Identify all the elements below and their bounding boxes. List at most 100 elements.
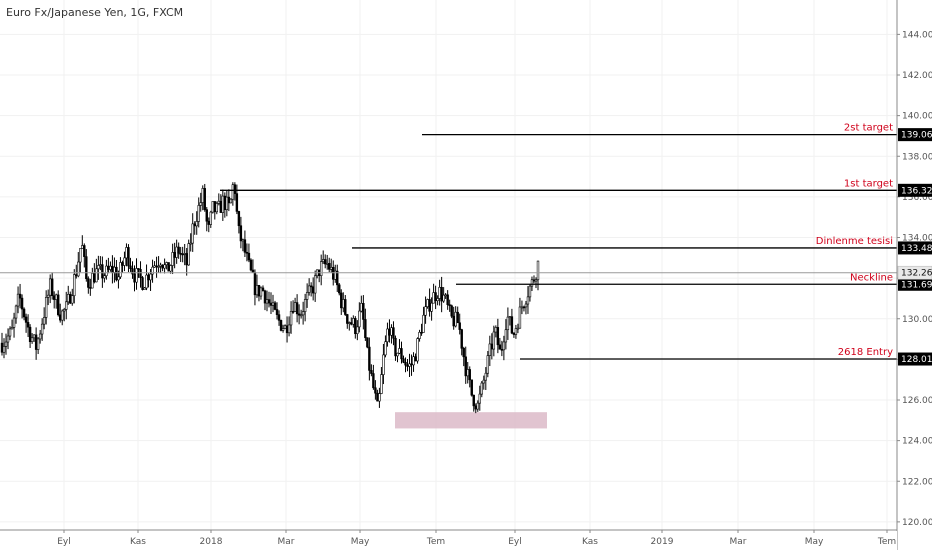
candle-body <box>273 302 277 310</box>
candle-body <box>83 245 86 257</box>
candle-body <box>179 252 182 255</box>
candle-body <box>91 273 94 289</box>
candle-body <box>173 252 176 258</box>
candle-body <box>434 292 437 302</box>
candle-body <box>438 287 441 299</box>
candle-body <box>452 315 455 327</box>
candle-body <box>63 309 66 312</box>
candle-body <box>420 331 423 334</box>
candle-body <box>398 348 401 354</box>
candle-body <box>73 274 76 297</box>
x-tick-label: Tem <box>877 537 896 547</box>
candle-body <box>26 322 30 328</box>
level-label: 2st target <box>844 123 893 134</box>
candle-body <box>468 369 471 381</box>
candle-body <box>340 292 343 309</box>
candle-body <box>328 263 331 270</box>
candle-body <box>71 295 74 304</box>
y-tick-label: 122.000 <box>902 477 932 487</box>
candle-body <box>428 299 431 312</box>
candle-body <box>235 193 239 212</box>
candle-body <box>506 316 510 331</box>
y-tick-label: 136.000 <box>902 193 932 203</box>
candle-body <box>342 299 345 309</box>
candle-body <box>111 265 114 273</box>
candle-body <box>22 308 26 318</box>
candle-body <box>528 285 532 298</box>
candle-body <box>536 260 540 281</box>
candle-body <box>221 195 225 213</box>
candle-body <box>532 279 536 282</box>
candle-body <box>2 346 6 353</box>
candle-body <box>279 320 283 331</box>
candle-body <box>372 373 375 389</box>
candle-body <box>103 275 106 279</box>
candle-body <box>109 265 112 270</box>
candle-body <box>330 267 333 270</box>
level-layer: 2st target 1st target Dinlenme tesisi Neckl… <box>0 123 897 360</box>
candle-body <box>504 329 508 343</box>
candle-body <box>303 299 307 312</box>
candle-body <box>193 223 196 227</box>
candle-body <box>476 402 479 410</box>
candle-body <box>380 374 383 394</box>
candle-body <box>131 268 134 275</box>
candle-body <box>67 294 70 303</box>
candle-body <box>374 387 377 394</box>
candle-body <box>225 196 229 210</box>
price-tag: 131.698 <box>901 280 932 290</box>
y-tick-label: 120.000 <box>902 518 932 528</box>
current-price-tag: 132.265 <box>901 269 932 279</box>
candle-body <box>191 223 194 244</box>
candle-body <box>105 265 108 277</box>
candle-body <box>44 297 48 318</box>
candle-body <box>524 303 528 308</box>
candle-body <box>229 198 233 204</box>
candle-body <box>500 349 504 351</box>
candle-body <box>139 269 142 278</box>
candle-body <box>171 252 174 266</box>
candle-body <box>496 327 500 346</box>
candle-body <box>197 205 200 222</box>
candle-body <box>16 293 20 307</box>
candle-body <box>309 285 313 288</box>
candle-body <box>195 221 198 227</box>
candle-body <box>456 311 459 324</box>
candle-body <box>311 286 315 294</box>
candle-body <box>346 314 349 324</box>
candle-body <box>530 279 534 287</box>
candle-body <box>145 274 148 289</box>
x-tick-label: Kas <box>582 537 598 547</box>
candle-body <box>376 392 379 402</box>
candle-body <box>364 319 367 339</box>
candle-body <box>472 394 475 407</box>
current-price-tag-bg <box>897 265 932 280</box>
level-label: Dinlenme tesisi <box>816 236 893 247</box>
candle-body <box>65 301 68 310</box>
candle-body <box>512 332 516 335</box>
price-tag: 139.064 <box>901 131 932 141</box>
candle-body <box>416 338 419 362</box>
candle-body <box>275 309 279 315</box>
candle-body <box>0 342 4 353</box>
candle-body <box>243 239 247 253</box>
candle-body <box>321 259 325 262</box>
candle-body <box>169 265 172 272</box>
level-label: 2618 Entry <box>838 347 893 358</box>
candle-body <box>113 266 116 273</box>
box-layer <box>395 412 547 429</box>
candle-body <box>514 328 518 335</box>
candle-body <box>251 269 255 273</box>
candle-body <box>231 184 235 200</box>
candle-body <box>502 341 506 351</box>
candle-body <box>259 287 263 297</box>
candle-body <box>480 382 483 395</box>
candle-body <box>474 405 477 410</box>
candle-body <box>227 196 231 204</box>
candle-body <box>358 310 361 328</box>
candle-body <box>287 324 291 334</box>
candle-body <box>161 264 164 269</box>
candle-body <box>4 341 8 347</box>
candle-body <box>177 246 180 254</box>
